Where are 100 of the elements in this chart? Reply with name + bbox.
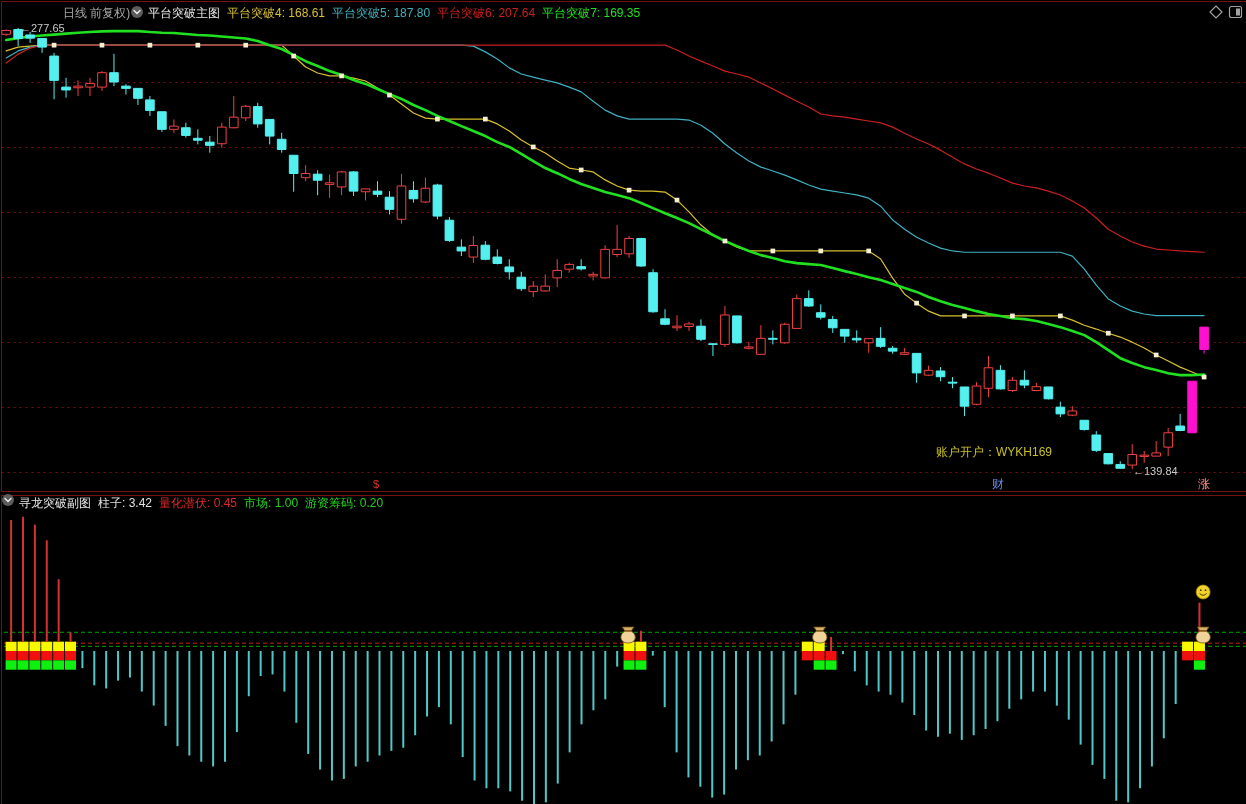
annotation: 日线 前复权) <box>63 6 131 20</box>
candlestick <box>252 102 263 129</box>
bar <box>414 651 417 736</box>
bar <box>81 651 84 669</box>
point <box>530 144 536 150</box>
bar <box>247 651 250 697</box>
bar <box>342 651 345 779</box>
point <box>1058 313 1063 319</box>
bar <box>699 651 702 787</box>
point <box>195 42 201 48</box>
bar <box>57 579 60 642</box>
bar <box>283 651 286 692</box>
bar <box>972 651 975 736</box>
bar <box>1162 651 1165 739</box>
text: 量化潜伏: 0.45 <box>159 496 238 510</box>
bar <box>449 651 452 725</box>
bar <box>176 651 179 747</box>
bar <box>723 651 726 795</box>
candlestick <box>25 31 35 44</box>
candlestick <box>756 324 766 356</box>
text: 平台突破6: 207.64 <box>437 6 536 20</box>
candlestick <box>85 77 95 97</box>
bar <box>105 651 108 689</box>
bar <box>948 651 951 734</box>
bar <box>960 651 963 740</box>
candlestick <box>911 352 922 384</box>
point <box>482 116 488 122</box>
candlestick <box>708 343 718 357</box>
candlestick <box>336 170 347 196</box>
annotation: ←139.84 <box>1133 465 1178 477</box>
candlestick <box>1163 427 1173 457</box>
bar <box>746 651 749 761</box>
point <box>962 313 967 319</box>
point <box>866 248 872 254</box>
point <box>1105 330 1111 336</box>
bar <box>1067 651 1070 720</box>
bar <box>1139 651 1142 789</box>
candlestick <box>660 308 670 326</box>
bar <box>984 651 987 729</box>
bar <box>937 651 940 737</box>
candlestick <box>516 271 527 292</box>
candlestick <box>157 111 167 133</box>
bar <box>402 651 405 748</box>
point <box>1153 352 1159 358</box>
text: 平台突破5: 187.80 <box>332 6 431 20</box>
bar <box>1115 651 1118 801</box>
candlestick <box>444 216 455 243</box>
candlestick <box>552 258 563 288</box>
bar <box>426 651 429 717</box>
bar <box>140 651 143 692</box>
bar <box>544 651 547 803</box>
bar <box>1174 651 1177 705</box>
candlestick <box>228 95 239 129</box>
point <box>435 116 440 122</box>
bar <box>782 651 785 725</box>
bar <box>711 651 714 798</box>
bar <box>378 651 381 756</box>
bar <box>271 651 274 675</box>
text: 游资筹码: 0.20 <box>305 496 384 510</box>
bar <box>224 651 227 762</box>
bar <box>853 651 856 672</box>
bar <box>1150 651 1153 767</box>
annotation: 涨 <box>1198 477 1210 491</box>
candlestick <box>1199 326 1209 355</box>
bar <box>1091 651 1094 765</box>
candlestick <box>744 341 754 351</box>
bar <box>687 651 690 778</box>
candlestick <box>264 118 275 145</box>
bar <box>913 651 916 715</box>
bar <box>212 651 215 767</box>
bar <box>556 651 559 784</box>
bar <box>521 651 524 801</box>
bar <box>651 651 654 656</box>
bar <box>794 651 797 695</box>
bar <box>1055 651 1058 706</box>
bar <box>497 651 500 789</box>
point <box>99 42 105 48</box>
text: 平台突破主图 <box>148 6 220 20</box>
candlestick <box>145 95 155 117</box>
candlestick <box>384 190 395 215</box>
bar <box>117 651 120 681</box>
point <box>914 300 919 306</box>
point <box>243 42 249 48</box>
bar <box>33 524 36 642</box>
bar <box>877 651 880 692</box>
bar <box>307 651 310 754</box>
text: 市场: 1.00 <box>244 496 299 510</box>
bar <box>1103 651 1106 779</box>
bar <box>639 630 642 642</box>
bar <box>889 651 892 695</box>
candlestick <box>696 318 706 342</box>
text: 柱子: 3.42 <box>98 496 153 510</box>
candlestick <box>324 173 335 199</box>
bar <box>580 651 583 725</box>
bar <box>1020 651 1023 700</box>
bar <box>188 651 191 756</box>
bar <box>1193 660 1205 670</box>
bar <box>675 651 678 753</box>
candlestick <box>276 132 287 154</box>
bar <box>128 651 131 678</box>
